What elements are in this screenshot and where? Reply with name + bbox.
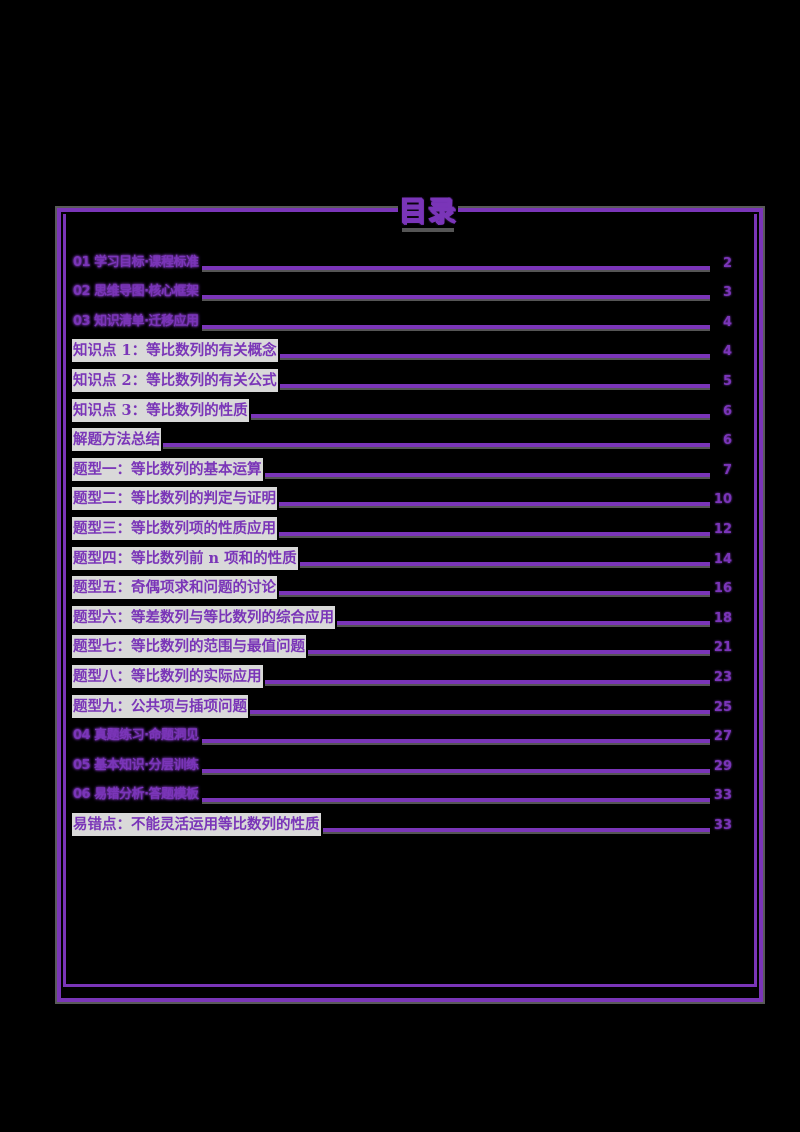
toc-row-pitfall[interactable]: 易错点：不能灵活运用等比数列的性质 33 (72, 806, 732, 836)
toc-label[interactable]: 01 学习目标·课程标准 (73, 254, 199, 270)
toc-page-number[interactable]: 25 (713, 699, 732, 715)
toc-label[interactable]: 题型四：等比数列前 n 项和的性质 (72, 546, 298, 570)
toc-page-number[interactable]: 16 (713, 581, 732, 597)
toc-label[interactable]: 题型三：等比数列项的性质应用 (72, 516, 277, 540)
page-border-inner (63, 214, 757, 987)
toc-label[interactable]: 题型五：奇偶项求和问题的讨论 (72, 576, 277, 600)
toc-row-heading-05[interactable]: 05 基本知识·分层训练 29 (72, 747, 732, 777)
toc-label[interactable]: 题型一：等比数列的基本运算 (72, 457, 263, 481)
toc-label[interactable]: 知识点 3：等比数列的性质 (72, 398, 249, 422)
toc-label[interactable]: 06 易错分析·答题模板 (73, 787, 199, 803)
dot-leader (201, 265, 710, 270)
toc-title: 目录 (398, 195, 458, 228)
toc-page-number[interactable]: 3 (722, 285, 732, 301)
toc-row-type-2[interactable]: 题型二：等比数列的判定与证明 10 (72, 481, 732, 511)
toc-label[interactable]: 解题方法总结 (72, 428, 161, 452)
toc-row-type-7[interactable]: 题型七：等比数列的范围与最值问题 21 (72, 629, 732, 659)
toc-row-knowledge-3[interactable]: 知识点 3：等比数列的性质 6 (72, 392, 732, 422)
toc-label[interactable]: 04 真题练习·命题洞见 (73, 728, 199, 744)
toc-row-knowledge-2[interactable]: 知识点 2：等比数列的有关公式 5 (72, 362, 732, 392)
toc-page-number[interactable]: 6 (722, 403, 732, 419)
toc-page-number[interactable]: 4 (722, 314, 732, 330)
dot-leader (279, 383, 710, 388)
toc-row-type-4[interactable]: 题型四：等比数列前 n 项和的性质 14 (72, 540, 732, 570)
toc-page-number[interactable]: 7 (722, 462, 732, 478)
toc-page-number[interactable]: 33 (713, 788, 732, 804)
toc-label[interactable]: 题型二：等比数列的判定与证明 (72, 487, 277, 511)
dot-leader (264, 679, 710, 684)
title-shadow (402, 228, 454, 232)
toc-page-number[interactable]: 18 (713, 610, 732, 626)
toc-page-number[interactable]: 27 (713, 729, 732, 745)
toc-label[interactable]: 知识点 1：等比数列的有关概念 (72, 339, 278, 363)
dot-leader (279, 531, 710, 536)
dot-leader (201, 295, 710, 300)
dot-leader (322, 827, 710, 832)
toc-row-type-1[interactable]: 题型一：等比数列的基本运算 7 (72, 451, 732, 481)
dot-leader (201, 768, 710, 773)
toc-page-number[interactable]: 4 (722, 344, 732, 360)
dot-leader (201, 324, 710, 329)
dot-leader (279, 502, 710, 507)
toc-label[interactable]: 题型九：公共项与插项问题 (72, 694, 248, 718)
toc-label[interactable]: 知识点 2：等比数列的有关公式 (72, 368, 278, 392)
toc-label[interactable]: 02 思维导图·核心框架 (73, 284, 199, 300)
dot-leader (279, 591, 710, 596)
dot-leader (264, 472, 710, 477)
dot-leader (201, 739, 710, 744)
dot-leader (250, 413, 710, 418)
dot-leader (201, 798, 710, 803)
dot-leader (279, 354, 710, 359)
toc-label[interactable]: 题型八：等比数列的实际应用 (72, 664, 263, 688)
toc-page-number[interactable]: 10 (713, 492, 732, 508)
toc-page-number[interactable]: 23 (713, 669, 732, 685)
toc-page-number[interactable]: 29 (713, 758, 732, 774)
dot-leader (308, 650, 710, 655)
toc-page-number[interactable]: 33 (713, 817, 732, 833)
table-of-contents: 01 学习目标·课程标准 2 02 思维导图·核心框架 3 03 知识清单·迁移… (72, 244, 732, 836)
toc-label[interactable]: 05 基本知识·分层训练 (73, 757, 199, 773)
toc-row-type-5[interactable]: 题型五：奇偶项求和问题的讨论 16 (72, 570, 732, 600)
toc-row-type-8[interactable]: 题型八：等比数列的实际应用 23 (72, 658, 732, 688)
toc-page-number[interactable]: 21 (713, 640, 732, 656)
toc-label[interactable]: 题型七：等比数列的范围与最值问题 (72, 635, 306, 659)
toc-row-type-9[interactable]: 题型九：公共项与插项问题 25 (72, 688, 732, 718)
toc-page-number[interactable]: 12 (713, 521, 732, 537)
toc-label[interactable]: 题型六：等差数列与等比数列的综合应用 (72, 605, 335, 629)
toc-page-number[interactable]: 6 (722, 433, 732, 449)
dot-leader (337, 620, 710, 625)
toc-page-number[interactable]: 2 (722, 255, 732, 271)
toc-page-number[interactable]: 5 (722, 373, 732, 389)
toc-row-heading-04[interactable]: 04 真题练习·命题洞见 27 (72, 718, 732, 748)
dot-leader (163, 443, 710, 448)
toc-label[interactable]: 易错点：不能灵活运用等比数列的性质 (72, 812, 321, 836)
toc-row-heading-06[interactable]: 06 易错分析·答题模板 33 (72, 777, 732, 807)
toc-row-type-6[interactable]: 题型六：等差数列与等比数列的综合应用 18 (72, 599, 732, 629)
dot-leader (250, 709, 710, 714)
toc-page-number[interactable]: 14 (713, 551, 732, 567)
toc-label[interactable]: 03 知识清单·迁移应用 (73, 313, 199, 329)
toc-row-type-3[interactable]: 题型三：等比数列项的性质应用 12 (72, 510, 732, 540)
toc-row-method-summary[interactable]: 解题方法总结 6 (72, 422, 732, 452)
toc-row-heading-03[interactable]: 03 知识清单·迁移应用 4 (72, 303, 732, 333)
toc-row-heading-01[interactable]: 01 学习目标·课程标准 2 (72, 244, 732, 274)
toc-row-knowledge-1[interactable]: 知识点 1：等比数列的有关概念 4 (72, 333, 732, 363)
toc-row-heading-02[interactable]: 02 思维导图·核心框架 3 (72, 274, 732, 304)
dot-leader (299, 561, 710, 566)
